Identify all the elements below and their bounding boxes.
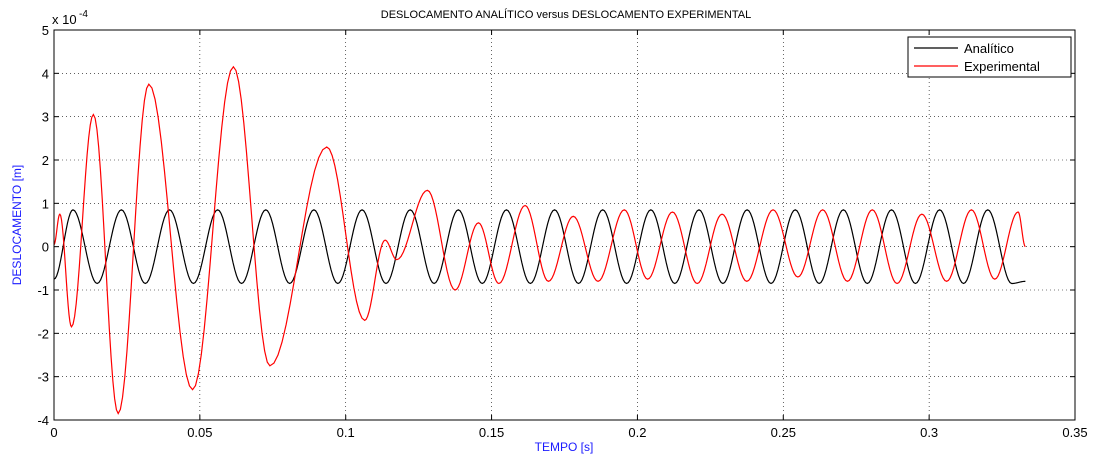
legend-box	[907, 36, 1072, 78]
svg-text:-4: -4	[79, 9, 88, 20]
x-tick-label: 0.25	[771, 425, 796, 440]
x-tick-label: 0.05	[187, 425, 212, 440]
y-tick-label: 5	[42, 23, 49, 38]
legend-label: Experimental	[964, 59, 1040, 74]
y-tick-label: 1	[42, 196, 49, 211]
chart-title: DESLOCAMENTO ANALÍTICO versus DESLOCAMEN…	[381, 8, 751, 21]
y-tick-label: -2	[37, 326, 49, 341]
y-tick-label: 3	[42, 110, 49, 125]
y-tick-label: 2	[42, 153, 49, 168]
grid	[54, 30, 1075, 420]
y-tick-label: -1	[37, 283, 49, 298]
ticks: 0 0.05 0.1 0.15 0.2 0.25 0.3 0.35 -4 -3 -2 -1 0 1 2 3 4 5	[37, 23, 1087, 440]
series-layer	[53, 65, 1026, 415]
y-tick-label: 0	[42, 240, 49, 255]
x-tick-label: 0.35	[1062, 425, 1087, 440]
series-line-experimental	[53, 65, 1026, 415]
y-tick-label: 4	[42, 66, 49, 81]
svg-text:x 10: x 10	[52, 12, 77, 27]
x-tick-label: 0.2	[628, 425, 646, 440]
legend-label: Analítico	[964, 41, 1014, 56]
x-tick-label: 0.1	[337, 425, 355, 440]
x-tick-label: 0	[50, 425, 57, 440]
y-axis-label: DESLOCAMENTO [m]	[10, 165, 24, 285]
plot-background	[54, 30, 1075, 420]
plot-frame	[53, 29, 1076, 421]
y-tick-label: -4	[37, 413, 49, 428]
x-tick-label: 0.3	[920, 425, 938, 440]
y-tick-label: -3	[37, 370, 49, 385]
x-axis-label: TEMPO [s]	[535, 440, 594, 454]
x-tick-label: 0.15	[479, 425, 504, 440]
multiplier-label: x 10 -4	[52, 9, 88, 27]
legend: Analítico Experimental	[907, 36, 1072, 78]
